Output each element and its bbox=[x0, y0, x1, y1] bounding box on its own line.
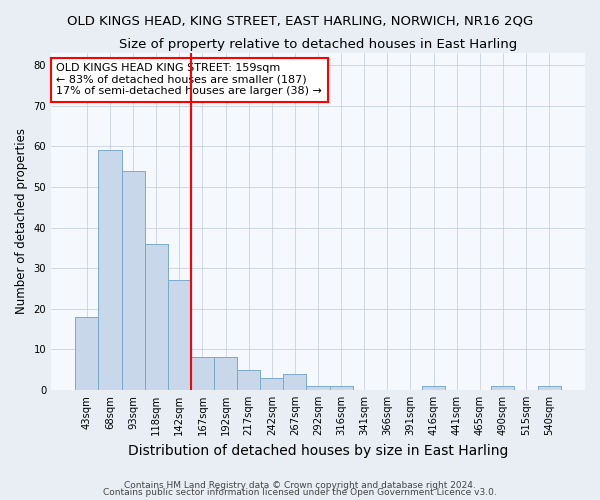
X-axis label: Distribution of detached houses by size in East Harling: Distribution of detached houses by size … bbox=[128, 444, 508, 458]
Bar bbox=[329, 386, 353, 390]
Text: Contains HM Land Registry data © Crown copyright and database right 2024.: Contains HM Land Registry data © Crown c… bbox=[124, 480, 476, 490]
Bar bbox=[98, 150, 122, 390]
Bar bbox=[168, 280, 191, 390]
Bar bbox=[260, 378, 283, 390]
Text: OLD KINGS HEAD, KING STREET, EAST HARLING, NORWICH, NR16 2QG: OLD KINGS HEAD, KING STREET, EAST HARLIN… bbox=[67, 15, 533, 28]
Bar bbox=[145, 244, 168, 390]
Bar bbox=[491, 386, 514, 390]
Title: Size of property relative to detached houses in East Harling: Size of property relative to detached ho… bbox=[119, 38, 517, 51]
Bar bbox=[191, 358, 214, 390]
Text: Contains public sector information licensed under the Open Government Licence v3: Contains public sector information licen… bbox=[103, 488, 497, 497]
Y-axis label: Number of detached properties: Number of detached properties bbox=[15, 128, 28, 314]
Bar bbox=[237, 370, 260, 390]
Bar bbox=[214, 358, 237, 390]
Bar bbox=[283, 374, 307, 390]
Text: OLD KINGS HEAD KING STREET: 159sqm
← 83% of detached houses are smaller (187)
17: OLD KINGS HEAD KING STREET: 159sqm ← 83%… bbox=[56, 63, 322, 96]
Bar bbox=[122, 171, 145, 390]
Bar bbox=[538, 386, 561, 390]
Bar bbox=[76, 317, 98, 390]
Bar bbox=[307, 386, 329, 390]
Bar bbox=[422, 386, 445, 390]
